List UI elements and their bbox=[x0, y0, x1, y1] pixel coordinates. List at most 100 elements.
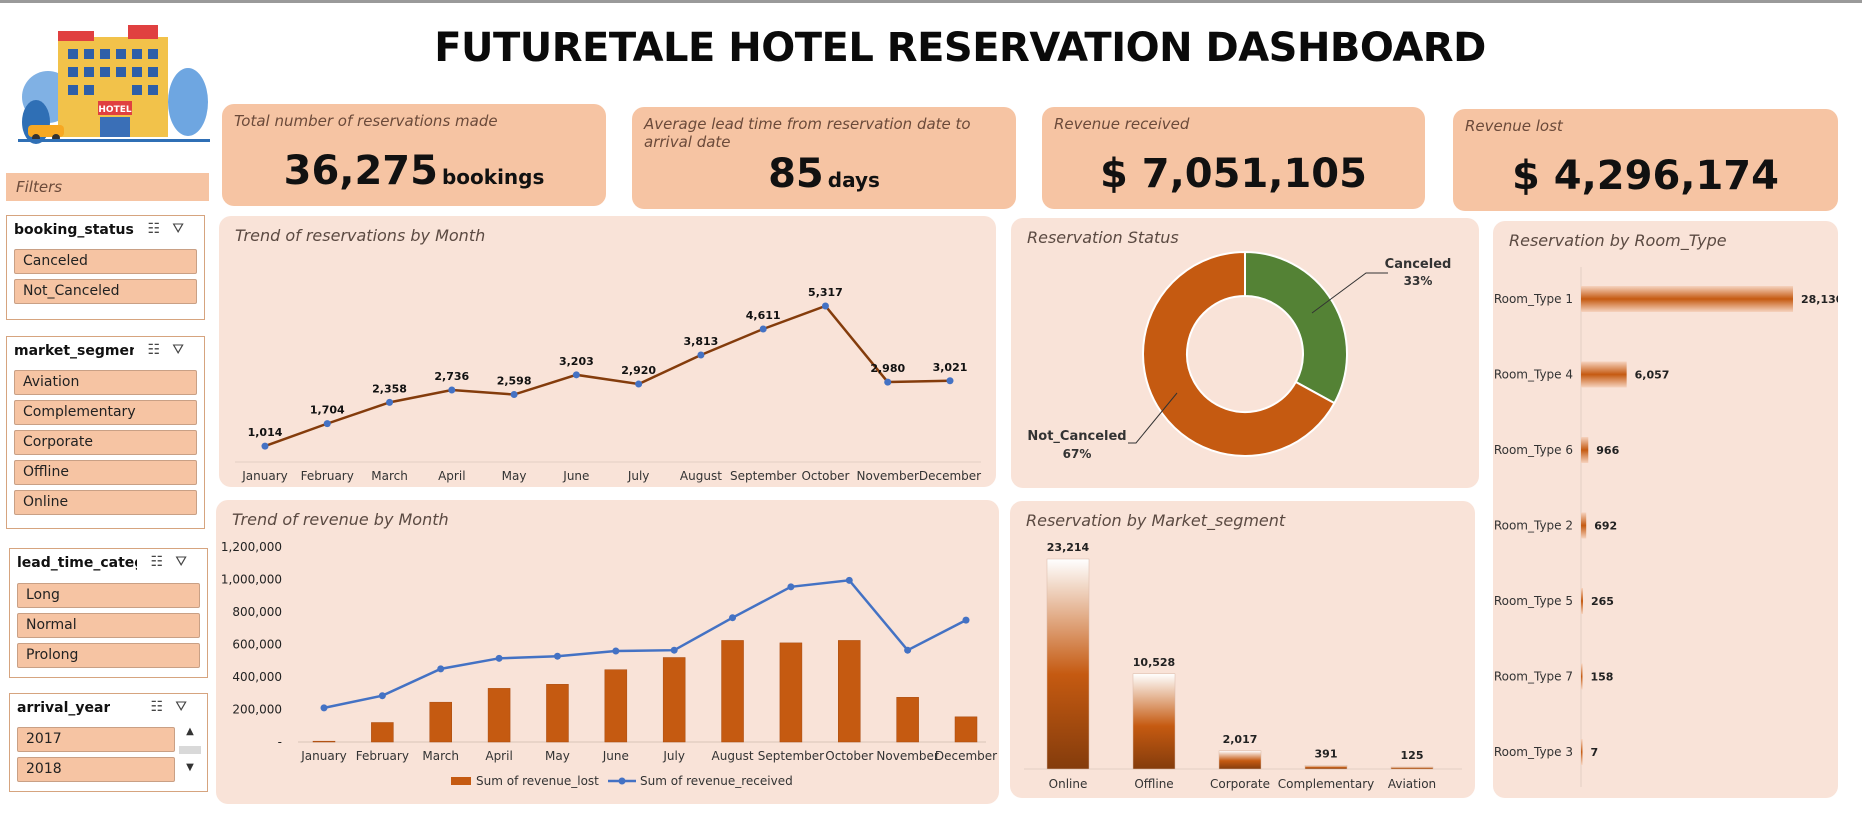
x-tick-label: September bbox=[758, 749, 824, 763]
data-label: 28,130 bbox=[1801, 293, 1838, 306]
slicer-item[interactable]: Normal bbox=[17, 613, 200, 638]
data-point bbox=[572, 371, 580, 379]
slicer-item[interactable]: 2018 bbox=[17, 757, 175, 782]
data-label: 2,980 bbox=[870, 362, 905, 375]
slicer-item[interactable]: 2017 bbox=[17, 727, 175, 752]
clear-filter-icon[interactable]: ⛛ bbox=[172, 221, 196, 237]
slicer-booking-status: booking_status ☷⛛ Canceled Not_Canceled bbox=[6, 215, 205, 320]
slicer-market-segment: market_segment_... ☷⛛ Aviation Complemen… bbox=[6, 336, 205, 529]
data-point bbox=[612, 647, 620, 655]
x-tick-label: October bbox=[825, 749, 873, 763]
x-tick-label: January bbox=[300, 749, 347, 763]
x-tick-label: November bbox=[857, 469, 919, 483]
data-label: 2,920 bbox=[621, 364, 656, 377]
leader-line bbox=[1128, 392, 1178, 444]
x-tick-label: August bbox=[680, 469, 722, 483]
slicer-item[interactable]: Aviation bbox=[14, 370, 197, 395]
revenue-lost-bar bbox=[546, 684, 569, 743]
data-label: 391 bbox=[1315, 747, 1338, 760]
multi-select-icon[interactable]: ☷ bbox=[147, 221, 173, 237]
scroll-up-icon[interactable]: ▲ bbox=[186, 726, 194, 737]
clear-filter-icon[interactable]: ⛛ bbox=[172, 342, 196, 358]
revenue-lost-bar bbox=[487, 688, 511, 743]
revenue-combo-chart: - 200,000 400,000 600,000 800,000 1,000,000 1,… bbox=[221, 540, 997, 788]
y-tick-label: 1,000,000 bbox=[221, 573, 282, 587]
x-tick-label: August bbox=[712, 749, 754, 763]
kpi-revenue-received: Revenue received $ 7,051,105 bbox=[1042, 107, 1425, 209]
data-label: 3,021 bbox=[933, 361, 968, 374]
legend-swatch-lost bbox=[451, 777, 471, 785]
revenue-lost-bar bbox=[604, 669, 628, 743]
data-point bbox=[946, 377, 954, 385]
y-tick-label: Room_Type 1 bbox=[1494, 292, 1573, 306]
segment-bar bbox=[1132, 673, 1176, 770]
slicer-title: market_segment_... bbox=[14, 343, 134, 359]
panel-room-type: Reservation by Room_Type Room_Type 1 28,1… bbox=[1493, 221, 1838, 798]
multi-select-icon[interactable]: ☷ bbox=[147, 342, 173, 358]
y-tick-label: Room_Type 3 bbox=[1494, 745, 1573, 759]
slicer-arrival-year: arrival_year ☷⛛ 2017 2018 ▲ ▼ bbox=[9, 693, 208, 792]
data-label: 1,014 bbox=[248, 426, 283, 439]
data-label: 23,214 bbox=[1047, 541, 1090, 554]
multi-select-icon[interactable]: ☷ bbox=[150, 699, 176, 715]
segment-bar bbox=[1046, 558, 1090, 770]
data-point bbox=[448, 386, 456, 394]
slice-label: Canceled bbox=[1385, 257, 1452, 272]
room-type-bar bbox=[1581, 739, 1583, 765]
slicer-item[interactable]: Not_Canceled bbox=[14, 279, 197, 304]
segment-bar bbox=[1304, 765, 1348, 770]
scrollbar-thumb[interactable] bbox=[179, 746, 201, 754]
slicer-item[interactable]: Online bbox=[14, 490, 197, 515]
clear-filter-icon[interactable]: ⛛ bbox=[175, 699, 199, 715]
y-tick-label: Room_Type 4 bbox=[1494, 368, 1573, 382]
x-tick-label: September bbox=[730, 469, 796, 483]
segment-bar bbox=[1390, 766, 1434, 770]
data-label: 158 bbox=[1591, 671, 1614, 684]
slicer-item[interactable]: Complementary bbox=[14, 400, 197, 425]
y-tick-label: 1,200,000 bbox=[221, 540, 282, 554]
data-label: 2,598 bbox=[497, 375, 532, 388]
kpi-unit: days bbox=[827, 168, 880, 192]
donut-slice-not_canceled bbox=[1142, 250, 1336, 457]
x-tick-label: Offline bbox=[1134, 777, 1173, 791]
x-tick-label: Aviation bbox=[1388, 777, 1436, 791]
y-tick-label: - bbox=[278, 735, 282, 749]
revenue-lost-bar bbox=[954, 716, 978, 743]
slicer-item[interactable]: Prolong bbox=[17, 643, 200, 668]
scroll-down-icon[interactable]: ▼ bbox=[186, 762, 194, 773]
kpi-label: Total number of reservations made bbox=[234, 112, 498, 130]
data-point bbox=[962, 616, 970, 624]
slicer-item[interactable]: Corporate bbox=[14, 430, 197, 455]
data-point bbox=[884, 378, 892, 386]
slicer-item[interactable]: Offline bbox=[14, 460, 197, 485]
revenue-lost-bar bbox=[779, 642, 803, 743]
data-label: 125 bbox=[1401, 749, 1424, 762]
x-tick-label: Corporate bbox=[1210, 777, 1270, 791]
revenue-received-line bbox=[323, 578, 967, 710]
x-tick-label: March bbox=[422, 749, 459, 763]
clear-filter-icon[interactable]: ⛛ bbox=[175, 554, 199, 570]
slice-pct: 33% bbox=[1404, 274, 1433, 288]
kpi-value: 85 bbox=[768, 151, 824, 197]
x-tick-label: March bbox=[371, 469, 408, 483]
revenue-lost-bar bbox=[838, 640, 861, 743]
slicer-item[interactable]: Long bbox=[17, 583, 200, 608]
kpi-label: Revenue received bbox=[1054, 115, 1190, 133]
data-point bbox=[437, 665, 445, 673]
kpi-value: $ 4,296,174 bbox=[1512, 153, 1779, 199]
data-point bbox=[320, 704, 328, 712]
room-type-bar-chart: Room_Type 1 28,130 Room_Type 4 6,057 Room_Ty… bbox=[1494, 267, 1838, 787]
data-point bbox=[553, 652, 561, 660]
data-label: 265 bbox=[1591, 595, 1614, 608]
data-label: 692 bbox=[1594, 520, 1617, 533]
data-label: 3,203 bbox=[559, 355, 594, 368]
y-tick-label: 400,000 bbox=[232, 670, 282, 684]
room-type-bar bbox=[1581, 588, 1583, 614]
multi-select-icon[interactable]: ☷ bbox=[150, 554, 176, 570]
chart-title: Reservation Status bbox=[1027, 228, 1179, 247]
room-type-bar bbox=[1581, 437, 1589, 463]
data-label: 966 bbox=[1596, 444, 1619, 457]
kpi-label: Average lead time from reservation date … bbox=[644, 115, 971, 151]
slicer-title: booking_status bbox=[14, 222, 134, 238]
slicer-item[interactable]: Canceled bbox=[14, 249, 197, 274]
